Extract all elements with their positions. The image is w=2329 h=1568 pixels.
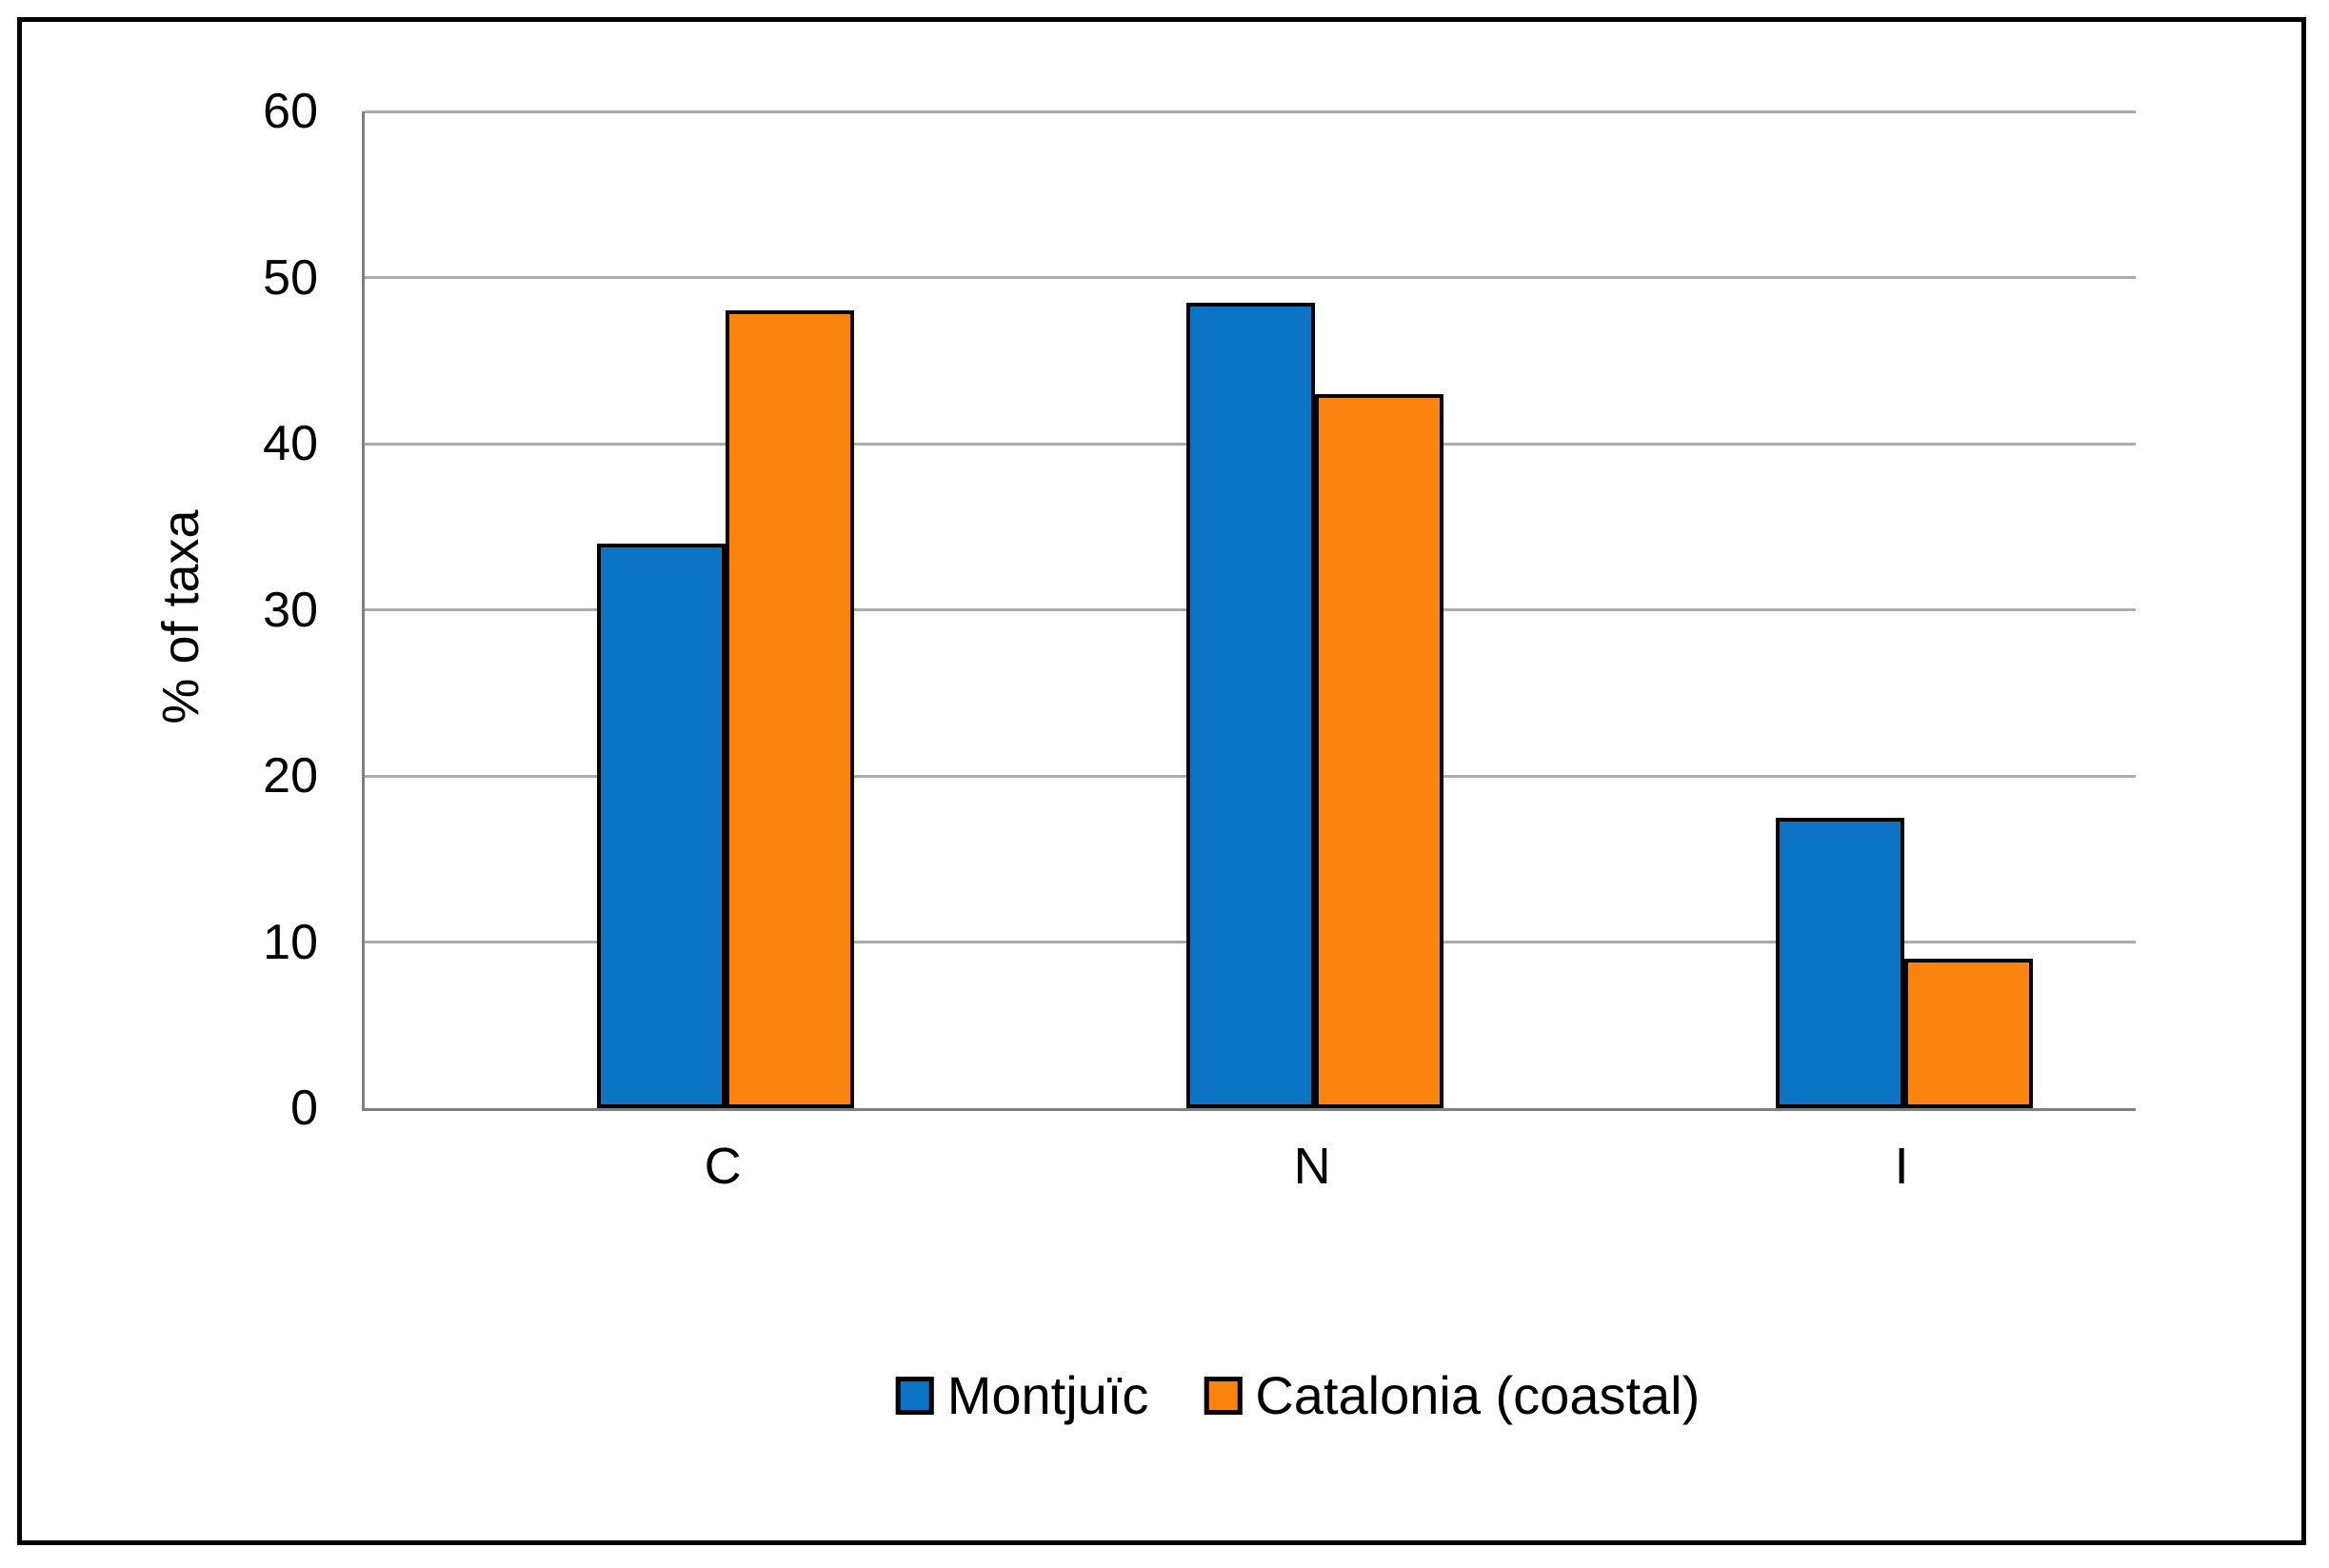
- gridline-y60: [365, 109, 2136, 113]
- bar-C-catalonia: [726, 310, 855, 1108]
- figure-border: [17, 17, 2306, 1545]
- legend-swatch-icon: [1204, 1377, 1243, 1415]
- y-tick-label-40: 40: [263, 416, 318, 471]
- legend-label: Catalonia (coastal): [1255, 1365, 1701, 1425]
- legend-item-montjuic: Montjuïc: [895, 1365, 1149, 1425]
- legend-item-catalonia: Catalonia (coastal): [1204, 1367, 1700, 1424]
- x-category-label-C: C: [704, 1138, 742, 1195]
- y-tick-label-50: 50: [263, 249, 318, 306]
- y-tick-label-30: 30: [263, 582, 318, 638]
- y-tick-label-0: 0: [290, 1081, 318, 1136]
- x-category-label-N: N: [1293, 1138, 1331, 1195]
- bar-I-catalonia: [1904, 959, 2034, 1108]
- y-tick-label-10: 10: [263, 914, 318, 970]
- legend-label: Montjuïc: [946, 1365, 1149, 1425]
- bar-N-montjuic: [1186, 303, 1316, 1108]
- legend-swatch-icon: [895, 1377, 934, 1415]
- x-category-label-I: I: [1894, 1138, 1909, 1195]
- bar-C-montjuic: [597, 544, 727, 1108]
- gridline-y50: [365, 276, 2136, 279]
- plot-area: [362, 109, 2136, 1111]
- legend: Montjuïc Catalonia (coastal): [895, 1365, 1700, 1425]
- y-tick-label-20: 20: [263, 748, 318, 804]
- bar-N-catalonia: [1315, 394, 1444, 1108]
- bar-I-montjuic: [1776, 818, 1905, 1108]
- y-tick-label-60: 60: [263, 84, 318, 139]
